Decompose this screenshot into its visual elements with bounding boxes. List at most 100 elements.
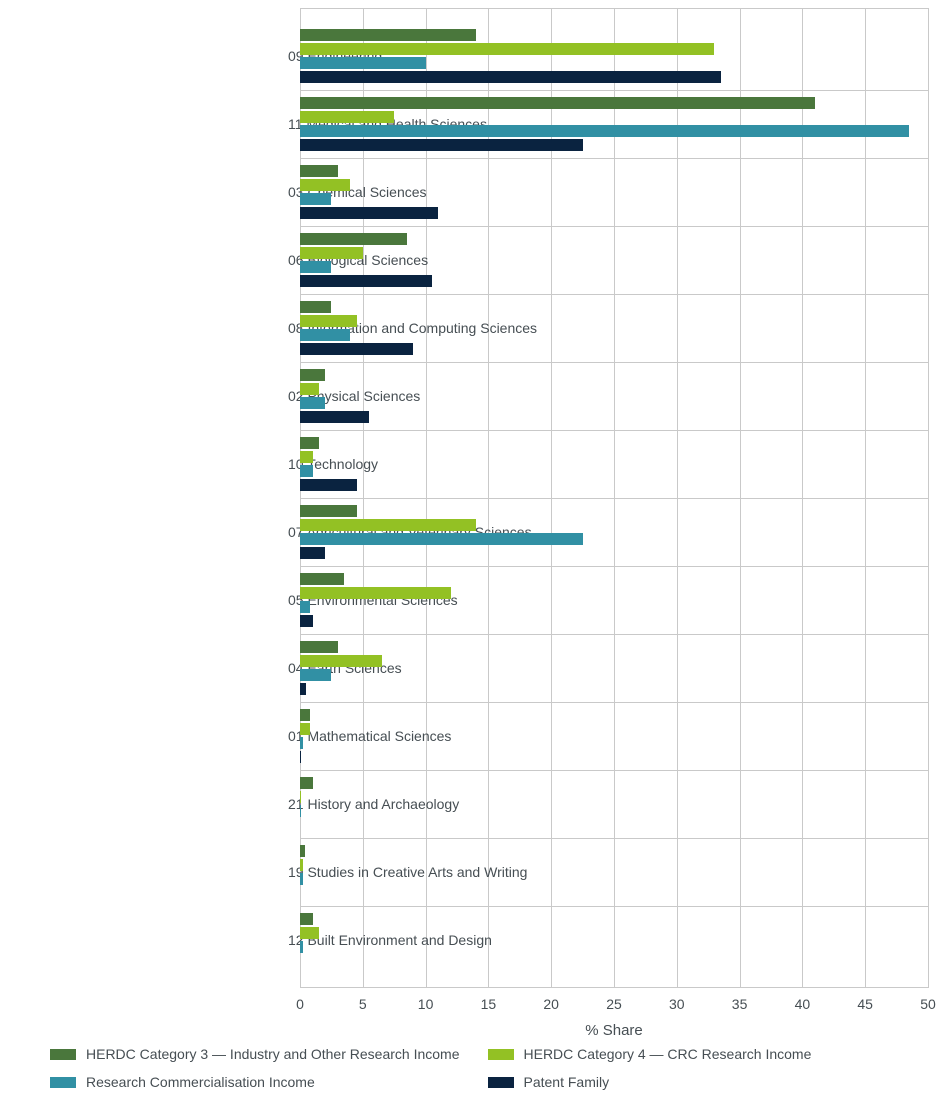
bar [300,479,357,491]
bar [300,125,909,137]
bar [300,207,438,219]
category-label: 11 Medical and Health Sciences [288,116,300,132]
category-label: 02 Physical Sciences [288,388,300,404]
bar [300,723,310,735]
bar [300,233,407,245]
legend-swatch [50,1049,76,1060]
bar [300,71,721,83]
bar [300,669,331,681]
bar [300,411,369,423]
bar [300,791,301,803]
gridline [300,498,928,499]
bar [300,43,714,55]
category-label: 07 Agricultural and Veterinary Sciences [288,524,300,540]
gridline [300,906,928,907]
x-tick-label: 15 [481,996,497,1012]
bar [300,505,357,517]
bar [300,193,331,205]
bar [300,165,338,177]
category-label: 21 History and Archaeology [288,796,300,812]
gridline [300,90,928,91]
bar [300,751,301,763]
gridline [300,430,928,431]
legend-swatch [488,1049,514,1060]
legend-item: Research Commercialisation Income [50,1068,488,1096]
bar [300,179,350,191]
bar [300,641,338,653]
legend-label: HERDC Category 4 — CRC Research Income [524,1046,812,1062]
bar [300,139,583,151]
bar [300,601,310,613]
bar [300,805,301,817]
bar [300,97,815,109]
bar [300,465,313,477]
legend-label: HERDC Category 3 — Industry and Other Re… [86,1046,460,1062]
x-tick-label: 45 [857,996,873,1012]
x-tick-label: 35 [732,996,748,1012]
gridline [928,8,929,988]
bar [300,261,331,273]
bar [300,547,325,559]
bar [300,587,451,599]
x-tick-label: 30 [669,996,685,1012]
x-tick-label: 40 [795,996,811,1012]
bar [300,683,306,695]
bar [300,397,325,409]
gridline [300,294,928,295]
legend-swatch [488,1077,514,1088]
bar [300,777,313,789]
x-tick-label: 5 [359,996,367,1012]
bar [300,111,394,123]
bar [300,859,303,871]
category-label: 05 Environmental Sciences [288,592,300,608]
x-tick-label: 20 [543,996,559,1012]
plot-area [300,8,928,988]
bar [300,913,313,925]
gridline [300,634,928,635]
x-tick-label: 50 [920,996,936,1012]
legend-label: Patent Family [524,1074,610,1090]
legend-item: Patent Family [488,1068,926,1096]
x-tick-label: 25 [606,996,622,1012]
gridline [300,362,928,363]
gridline [300,226,928,227]
bar [300,57,426,69]
gridline [300,987,928,988]
category-label: 06 Biological Sciences [288,252,300,268]
legend-swatch [50,1077,76,1088]
bar [300,29,476,41]
bar [300,655,382,667]
bar [300,519,476,531]
bar [300,451,313,463]
category-label: 19 Studies in Creative Arts and Writing [288,864,300,880]
bar [300,343,413,355]
category-label: 01 Mathematical Sciences [288,728,300,744]
gridline [300,566,928,567]
category-label: 09 Engineering [288,48,300,64]
legend-item: HERDC Category 3 — Industry and Other Re… [50,1040,488,1068]
bar [300,437,319,449]
category-label: 08 Information and Computing Sciences [288,320,300,336]
bar [300,573,344,585]
bar [300,369,325,381]
x-axis-title: % Share [585,1022,643,1039]
chart-container: 05101520253035404550 09 Engineering11 Me… [0,0,945,1104]
bar [300,873,303,885]
bar [300,275,432,287]
bar [300,301,331,313]
bar [300,845,305,857]
bar [300,615,313,627]
gridline [300,158,928,159]
bar [300,329,350,341]
legend-label: Research Commercialisation Income [86,1074,315,1090]
category-label: 12 Built Environment and Design [288,932,300,948]
legend: HERDC Category 3 — Industry and Other Re… [50,1040,925,1096]
gridline [300,702,928,703]
gridline [300,770,928,771]
bar [300,709,310,721]
bar [300,737,303,749]
gridline [300,8,928,9]
category-label: 10 Technology [288,456,300,472]
category-label: 03 Chemical Sciences [288,184,300,200]
bar [300,383,319,395]
